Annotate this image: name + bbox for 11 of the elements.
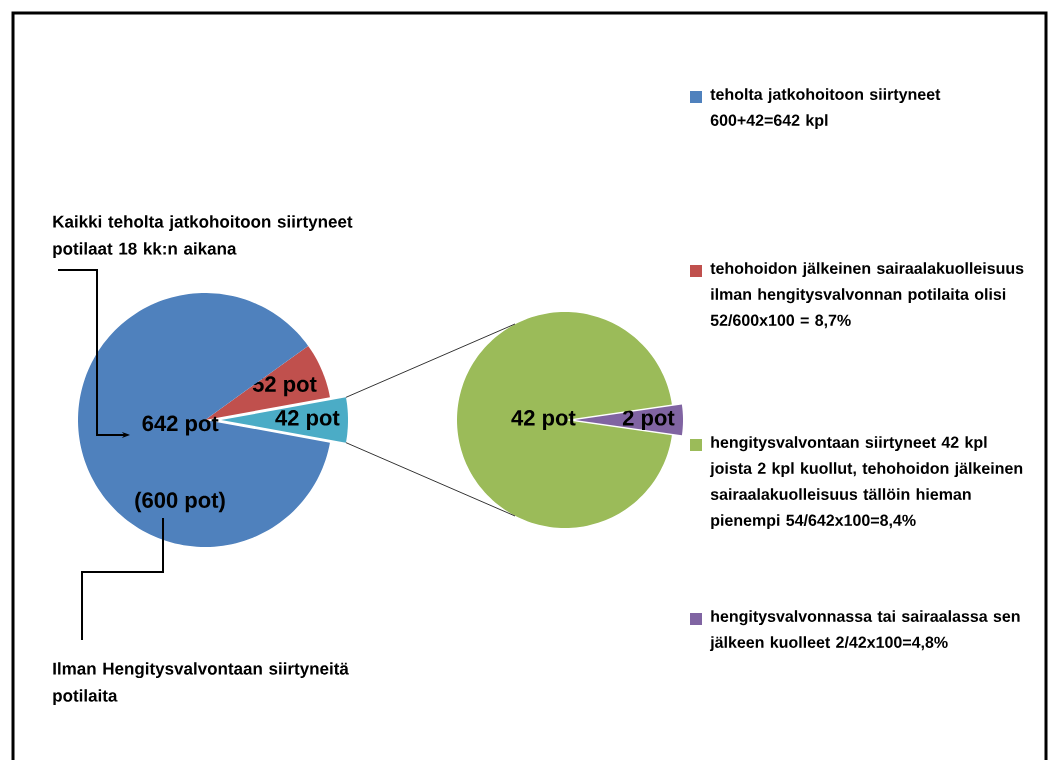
data-label: 42 pot — [275, 410, 340, 430]
legend-label: hengitysvalvontaan siirtyneet 42 kpl joista 2 kpl kuollut, tehohoidon jälkeinen sairaalakuolleisuus tällöin hieman pienempi 54/642x100=8,4% — [709, 436, 1023, 530]
legend-label: teholta jatkohoitoon siirtyneet 600+42=642 kpl — [710, 88, 941, 130]
text: Ilman Hengitysvalvontaan siirtyneitä potilaita — [53, 662, 349, 706]
data-label: 2 pot — [622, 410, 675, 430]
legend-label: tehohoidon jälkeinen sairaalakuolleisuus ilman hengitysvalvonnan potilaita olisi 52/600x100 = 8,7% — [710, 262, 1024, 329]
data-label: 42 pot — [511, 410, 576, 430]
text: (600 pot) — [135, 491, 225, 513]
data-label: 642 pot — [142, 415, 219, 436]
legend-label: hengitysvalvonnassa tai sairaalassa sen jälkeen kuolleet 2/42x100=4,8% — [709, 610, 1020, 652]
text: Kaikki teholta jatkohoitoon siirtyneet potilaat 18 kk:n aikana — [53, 215, 353, 259]
